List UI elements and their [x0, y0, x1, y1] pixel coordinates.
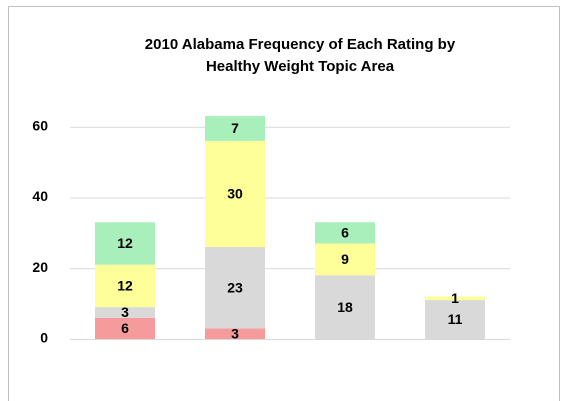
bar-segment: [205, 328, 265, 339]
data-label: 7: [231, 120, 239, 136]
bar-segment: [95, 307, 155, 318]
bar-segment: [425, 300, 485, 339]
y-tick-label: 20: [32, 259, 48, 275]
bar-segment: [315, 222, 375, 244]
bar-segment: [95, 264, 155, 308]
y-tick-label: 60: [32, 117, 48, 133]
data-label: 18: [337, 299, 353, 315]
data-label: 12: [117, 278, 133, 294]
data-label: 30: [227, 186, 243, 202]
bar-segment: [205, 116, 265, 141]
data-label: 6: [341, 225, 349, 241]
bar-segment: [315, 243, 375, 276]
bar-segment: [95, 222, 155, 265]
data-label: 3: [121, 304, 129, 320]
data-label: 1: [451, 290, 459, 306]
bar-segment: [205, 247, 265, 329]
data-label: 9: [341, 251, 349, 267]
y-tick-label: 0: [40, 330, 48, 346]
bar-segment: [205, 140, 265, 247]
y-tick-label: 40: [32, 188, 48, 204]
bar-segment: [95, 317, 155, 339]
chart-title: 2010 Alabama Frequency of Each Rating by: [145, 36, 456, 53]
bar-segment: [425, 296, 485, 301]
data-label: 12: [117, 235, 133, 251]
data-label: 11: [448, 311, 463, 327]
data-label: 3: [231, 325, 239, 341]
data-label: 6: [121, 320, 129, 336]
bar-segment: [315, 275, 375, 339]
chart-title: Healthy Weight Topic Area: [206, 58, 395, 75]
data-label: 23: [227, 279, 243, 295]
